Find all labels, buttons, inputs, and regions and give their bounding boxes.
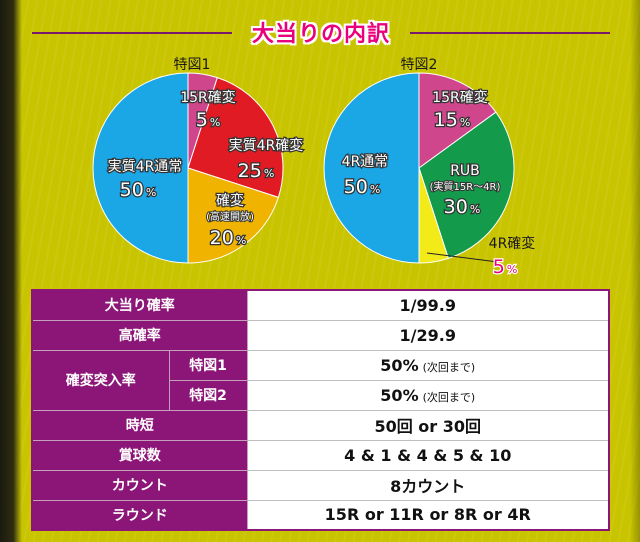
row-value: 8カウント	[246, 469, 610, 501]
slice-value: 50%	[120, 179, 157, 201]
row-label: 賞球数	[31, 439, 248, 471]
slice-value: 25%	[238, 160, 275, 182]
section-title: 大当りの内訳	[251, 22, 390, 47]
row-value: 1/99.9	[246, 289, 610, 321]
pie-slice	[187, 167, 279, 264]
pie-title: 特図2	[401, 57, 438, 73]
table-row: カウント 8カウント	[31, 469, 610, 501]
pie-chart-1: 特図1 15R確変 5 % 実質4R確変 25 % 確変(高速開放) 20 % 実質4R通常 50%	[92, 57, 305, 264]
pie-chart-2: 特図2 15R確変 15 % RUB(実質15R～4R) 30 % 4R確変 5 % 4R通常 50%	[323, 57, 536, 279]
slice-note: (実質15R～4R)	[430, 180, 501, 193]
slice-value: 15%	[434, 109, 471, 131]
spec-table: 大当り確率 1/99.9 高確率 1/29.9 確変突入率 特図1 50% (次回…	[31, 289, 610, 531]
slice-label: 実質4R通常	[108, 159, 183, 175]
slice-label: 実質4R確変	[229, 137, 304, 154]
row-value: 50% (次回まで)	[246, 349, 610, 381]
value-note: (次回まで)	[422, 390, 476, 404]
slice-value: 20%	[210, 227, 247, 249]
slice-value: 30%	[444, 196, 481, 218]
pie-slice	[418, 111, 515, 259]
table-row: 大当り確率 1/99.9	[31, 289, 610, 321]
slice-label: 4R確変	[489, 235, 536, 252]
row-value: 1/29.9	[246, 319, 610, 351]
slice-label: 15R確変	[180, 89, 236, 106]
section-header: 大当りの内訳	[32, 14, 610, 50]
row-label: ラウンド	[31, 499, 248, 531]
row-label: 高確率	[31, 319, 248, 351]
header-rule-left	[32, 32, 232, 34]
slice-label: 15R確変	[432, 89, 488, 106]
value-text: 50%	[380, 385, 419, 405]
table-row: 確変突入率 特図1 50% (次回まで)	[31, 349, 610, 411]
pie-slice	[92, 72, 189, 264]
row-value: 50% (次回まで)	[246, 379, 610, 411]
slice-note: (高速開放)	[206, 210, 254, 223]
row-label: 大当り確率	[31, 289, 248, 321]
row-label: 時短	[31, 409, 248, 441]
row-label: カウント	[31, 469, 248, 501]
table-row: 賞球数 4 & 1 & 4 & 5 & 10	[31, 439, 610, 471]
row-value: 15R or 11R or 8R or 4R	[246, 499, 610, 531]
table-row: 時短 50回 or 30回	[31, 409, 610, 441]
pie-slice	[187, 77, 284, 198]
row-value: 4 & 1 & 4 & 5 & 10	[246, 439, 610, 471]
slice-label: RUB	[450, 163, 480, 179]
table-row: 高確率 1/29.9	[31, 319, 610, 351]
value-note: (次回まで)	[422, 360, 476, 374]
pie-title: 特図1	[174, 57, 211, 73]
slice-label: 確変	[216, 192, 244, 209]
slice-value: 50%	[344, 176, 381, 198]
right-edge-shadow	[630, 0, 640, 542]
pie-slice	[418, 72, 497, 169]
header-rule-right	[410, 32, 610, 34]
leader-line	[426, 252, 499, 263]
row-sublabel: 特図1	[168, 349, 248, 381]
row-label: 確変突入率	[31, 349, 170, 411]
value-text: 50%	[380, 355, 419, 375]
slice-value: 5%	[196, 109, 221, 131]
row-sublabel: 特図2	[168, 379, 248, 411]
left-edge-shadow	[0, 0, 22, 542]
slice-value: 5%	[493, 256, 518, 278]
row-value: 50回 or 30回	[246, 409, 610, 441]
table-row: ラウンド 15R or 11R or 8R or 4R	[31, 499, 610, 531]
pie-slice	[323, 72, 420, 264]
slice-label: 4R通常	[342, 154, 389, 170]
